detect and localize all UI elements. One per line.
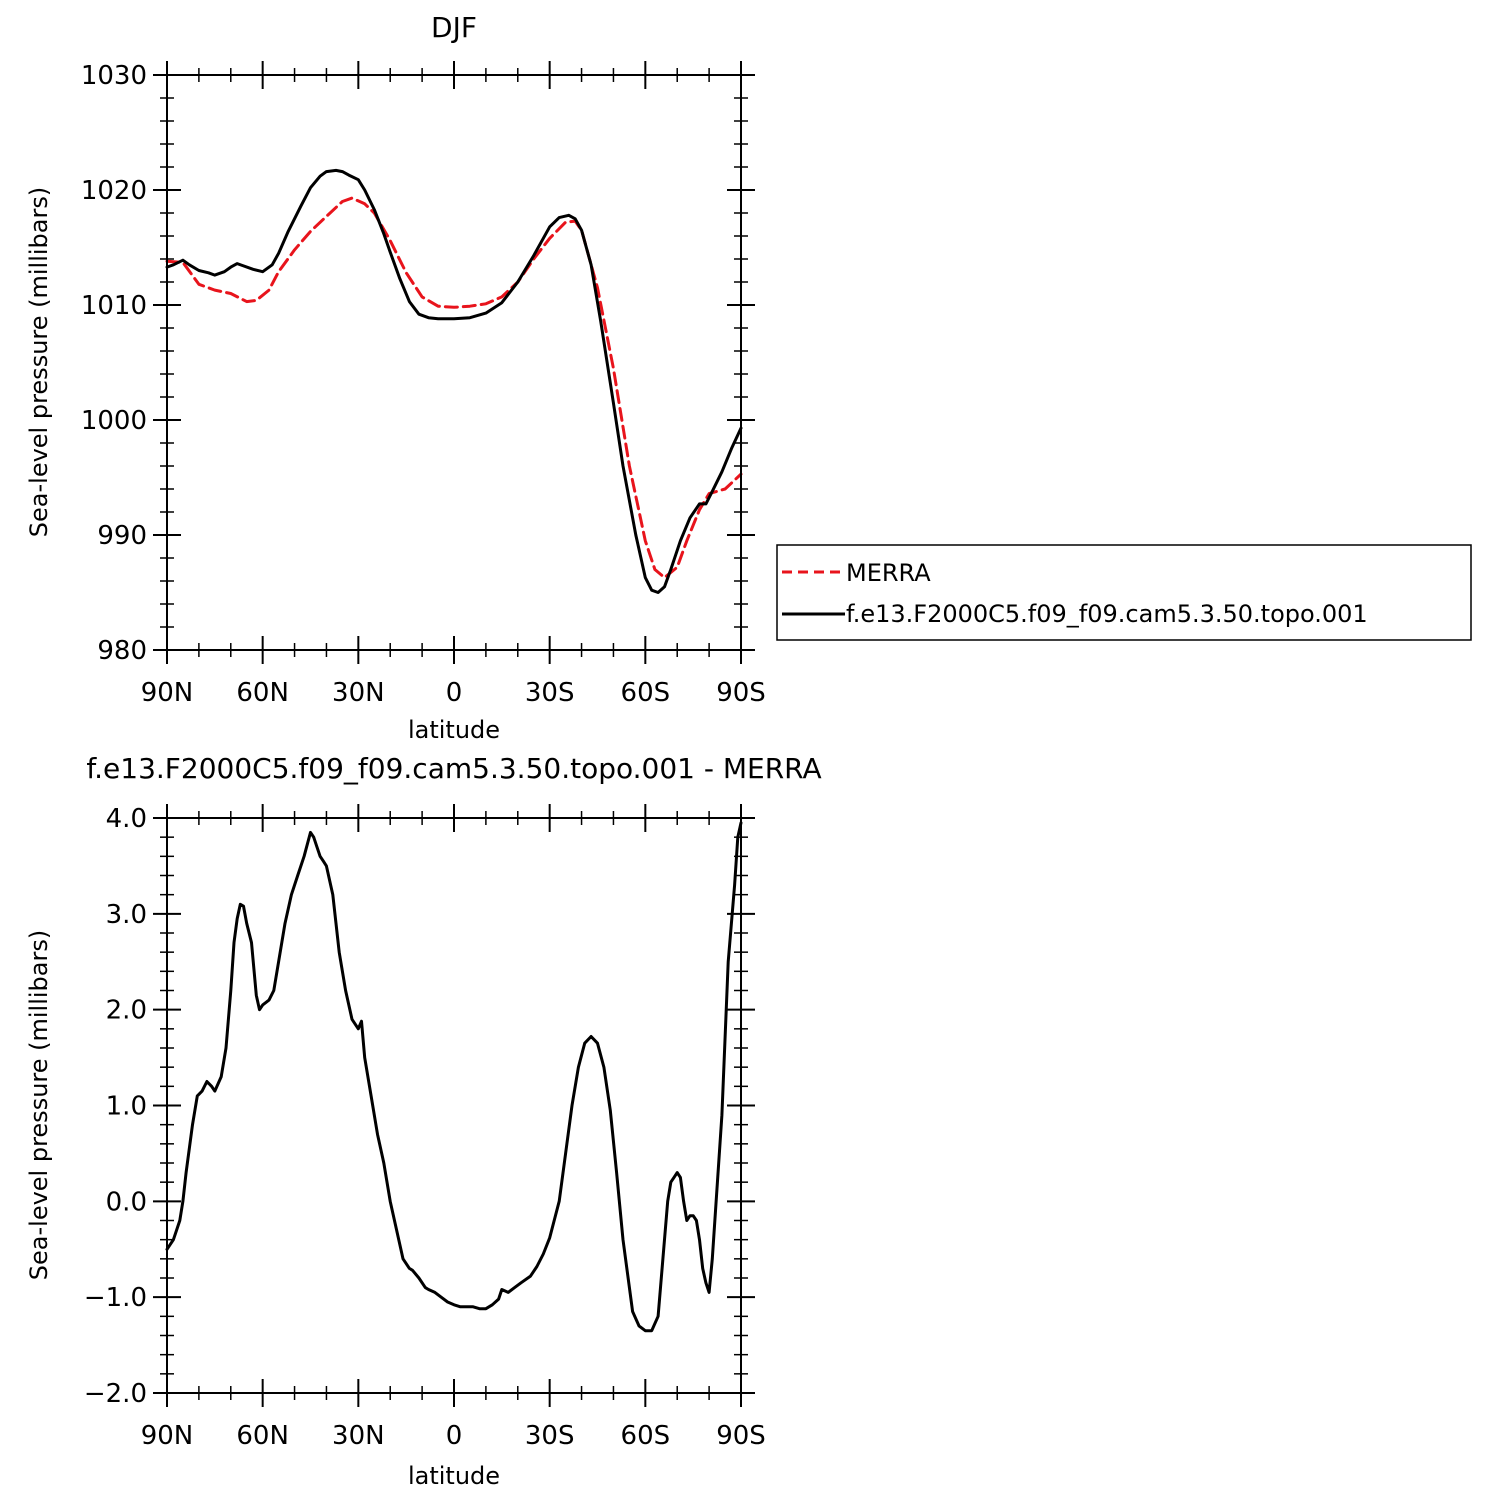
y-tick-label: 1000 [81,406,147,436]
bottom-series-line-0 [165,821,743,1333]
y-tick-label: 4.0 [106,804,147,834]
y-tick-label: 3.0 [106,900,147,930]
top-y-axis-label: Sea-level pressure (millibars) [25,187,53,537]
bottom-plot-content: −2.0 −1.0 0.0 1.0 2.0 3.0 4.0 90N 60N 30N 0 30S 60S 9… [84,804,766,1451]
x-tick-label: 90S [716,678,766,708]
x-tick-label: 60N [236,1421,289,1451]
x-tick-label: 60S [621,678,671,708]
bottom-panel-title: f.e13.F2000C5.f09_f09.cam5.3.50.topo.001… [86,752,821,785]
x-tick-label: 60S [621,1421,671,1451]
bottom-x-axis-label: latitude [408,1462,500,1490]
y-tick-label: 990 [97,521,147,551]
y-tick-label: 2.0 [106,996,147,1026]
y-tick-label: 1030 [81,61,147,91]
x-tick-label: 90N [141,678,194,708]
x-tick-label: 30N [332,678,385,708]
top-series-line-0 [165,196,743,580]
x-tick-label: 30S [525,678,575,708]
x-tick-label: 60N [236,678,289,708]
y-tick-label: 0.0 [106,1187,147,1217]
top-panel-djf: DJF 980 990 1000 1010 1020 1030 90N 60N 30N 0 30S 6… [25,11,766,744]
y-tick-label: −1.0 [84,1283,147,1313]
bottom-panel-difference: f.e13.F2000C5.f09_f09.cam5.3.50.topo.001… [25,752,822,1490]
legend-label-model: f.e13.F2000C5.f09_f09.cam5.3.50.topo.001 [846,600,1368,628]
y-tick-label: 1.0 [106,1092,147,1122]
x-tick-label: 30S [525,1421,575,1451]
legend-frame [776,544,1472,641]
legend: MERRA f.e13.F2000C5.f09_f09.cam5.3.50.to… [776,544,1472,641]
legend-label-merra: MERRA [846,559,931,587]
x-tick-label: 0 [446,1421,463,1451]
top-plot-content: 980 990 1000 1010 1020 1030 90N 60N 30N 0 30S 60S 90… [81,61,766,708]
y-tick-label: 1020 [81,176,147,206]
top-plot-frame [166,74,742,651]
top-series-line-1 [165,168,743,594]
top-x-axis-label: latitude [408,716,500,744]
top-panel-title: DJF [431,11,477,44]
x-tick-label: 90N [141,1421,194,1451]
x-tick-label: 30N [332,1421,385,1451]
x-tick-label: 0 [446,678,463,708]
y-tick-label: 1010 [81,291,147,321]
y-tick-label: 980 [97,636,147,666]
x-tick-label: 90S [716,1421,766,1451]
bottom-plot-frame [166,817,742,1394]
y-tick-label: −2.0 [84,1379,147,1409]
bottom-y-axis-label: Sea-level pressure (millibars) [25,930,53,1280]
